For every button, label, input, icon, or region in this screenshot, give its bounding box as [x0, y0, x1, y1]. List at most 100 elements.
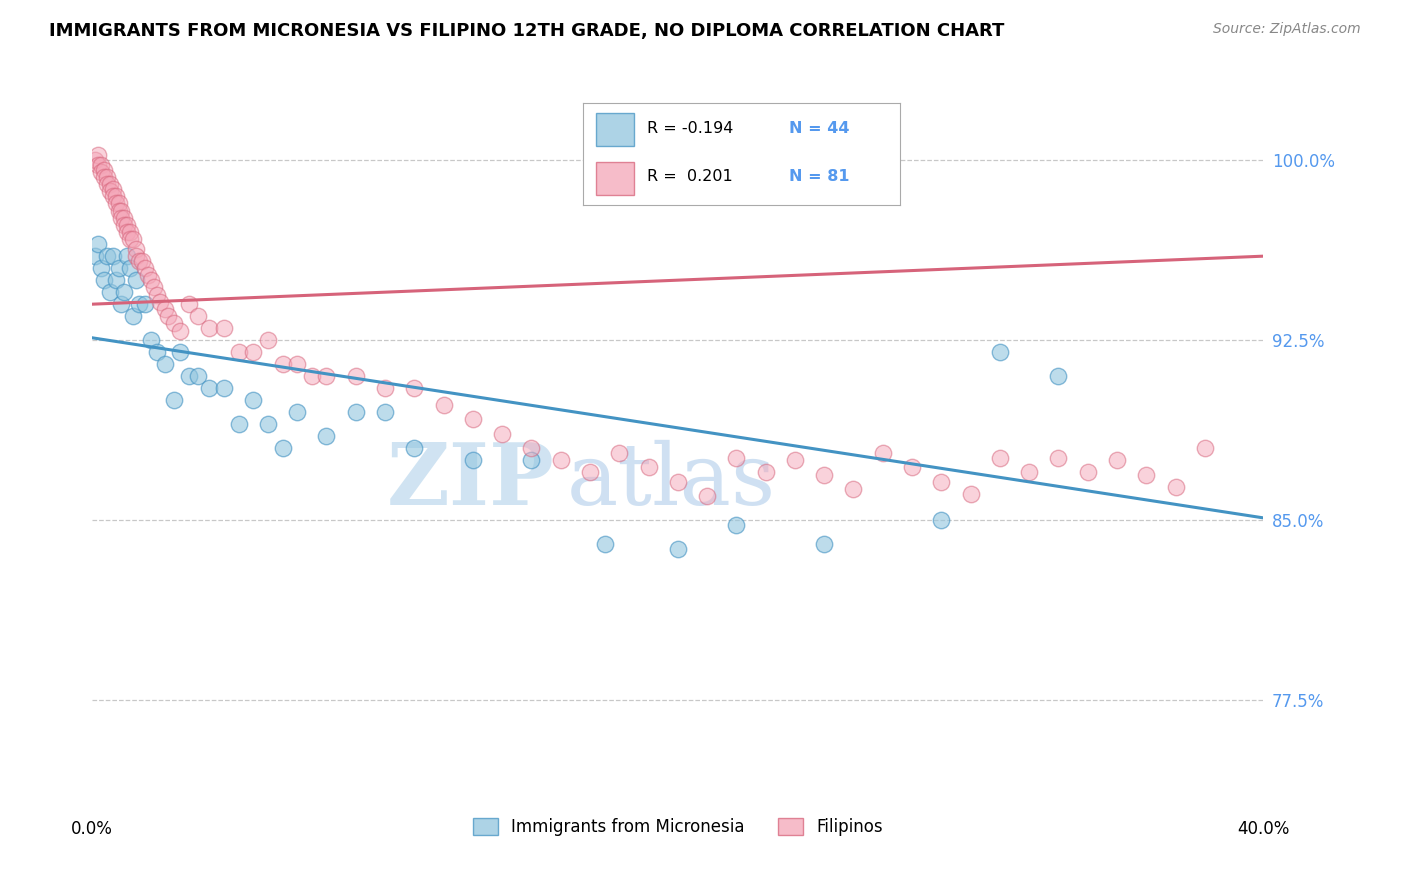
Point	[931, 475, 953, 489]
Point	[112, 218, 135, 232]
Point	[101, 182, 124, 196]
Point	[187, 309, 209, 323]
Point	[344, 405, 367, 419]
Point	[96, 177, 118, 191]
Point	[139, 333, 162, 347]
Point	[110, 297, 132, 311]
Point	[125, 273, 148, 287]
Point	[1105, 453, 1128, 467]
Point	[813, 467, 835, 482]
Point	[155, 357, 177, 371]
Point	[257, 333, 280, 347]
Text: N = 44: N = 44	[789, 121, 849, 136]
Point	[93, 169, 115, 184]
Point	[98, 184, 121, 198]
Point	[177, 297, 200, 311]
Text: ZIP: ZIP	[387, 439, 555, 523]
Point	[125, 249, 148, 263]
Point	[169, 324, 191, 338]
Point	[104, 189, 127, 203]
Point	[128, 254, 150, 268]
FancyBboxPatch shape	[596, 113, 634, 145]
Point	[257, 417, 280, 432]
Point	[120, 261, 142, 276]
Point	[872, 446, 894, 460]
Point	[93, 273, 115, 287]
Point	[198, 381, 221, 395]
Point	[117, 225, 139, 239]
Point	[125, 242, 148, 256]
Point	[84, 249, 107, 263]
Point	[87, 237, 110, 252]
Point	[93, 162, 115, 177]
Text: R =  0.201: R = 0.201	[647, 169, 733, 185]
Point	[90, 261, 112, 276]
Point	[285, 357, 308, 371]
Point	[228, 417, 250, 432]
Point	[1135, 467, 1157, 482]
Point	[104, 273, 127, 287]
Point	[177, 369, 200, 384]
Point	[271, 357, 294, 371]
Point	[696, 489, 718, 503]
Point	[315, 369, 337, 384]
Text: R = -0.194: R = -0.194	[647, 121, 733, 136]
Point	[134, 297, 156, 311]
Point	[117, 218, 139, 232]
Text: N = 81: N = 81	[789, 169, 849, 185]
Point	[461, 412, 484, 426]
Point	[120, 225, 142, 239]
Text: Source: ZipAtlas.com: Source: ZipAtlas.com	[1213, 22, 1361, 37]
Point	[84, 153, 107, 167]
Point	[87, 148, 110, 162]
Point	[157, 309, 180, 323]
Point	[145, 287, 167, 301]
Point	[104, 196, 127, 211]
Point	[520, 453, 543, 467]
Point	[813, 537, 835, 551]
Point	[101, 249, 124, 263]
Point	[228, 345, 250, 359]
Point	[842, 482, 865, 496]
Point	[117, 249, 139, 263]
Point	[212, 381, 235, 395]
Point	[136, 268, 159, 283]
Point	[134, 261, 156, 276]
Point	[285, 405, 308, 419]
FancyBboxPatch shape	[596, 162, 634, 194]
Point	[142, 280, 165, 294]
Text: IMMIGRANTS FROM MICRONESIA VS FILIPINO 12TH GRADE, NO DIPLOMA CORRELATION CHART: IMMIGRANTS FROM MICRONESIA VS FILIPINO 1…	[49, 22, 1004, 40]
Point	[579, 465, 602, 479]
Point	[1194, 442, 1216, 456]
Point	[155, 301, 177, 316]
Point	[90, 158, 112, 172]
Point	[139, 273, 162, 287]
Point	[404, 381, 426, 395]
Point	[404, 442, 426, 456]
Point	[131, 254, 153, 268]
Point	[725, 450, 748, 465]
Point	[637, 460, 659, 475]
Point	[122, 309, 145, 323]
Point	[96, 169, 118, 184]
Point	[96, 249, 118, 263]
Point	[122, 232, 145, 246]
Point	[666, 475, 689, 489]
Point	[163, 317, 186, 331]
Point	[550, 453, 572, 467]
Point	[666, 542, 689, 557]
Point	[107, 261, 129, 276]
Point	[101, 189, 124, 203]
Point	[107, 196, 129, 211]
Point	[271, 442, 294, 456]
Point	[301, 369, 323, 384]
Legend: Immigrants from Micronesia, Filipinos: Immigrants from Micronesia, Filipinos	[464, 810, 891, 845]
Point	[607, 446, 630, 460]
Point	[120, 232, 142, 246]
Point	[242, 345, 264, 359]
Point	[169, 345, 191, 359]
Point	[315, 429, 337, 443]
Point	[163, 393, 186, 408]
Point	[344, 369, 367, 384]
Point	[988, 450, 1011, 465]
